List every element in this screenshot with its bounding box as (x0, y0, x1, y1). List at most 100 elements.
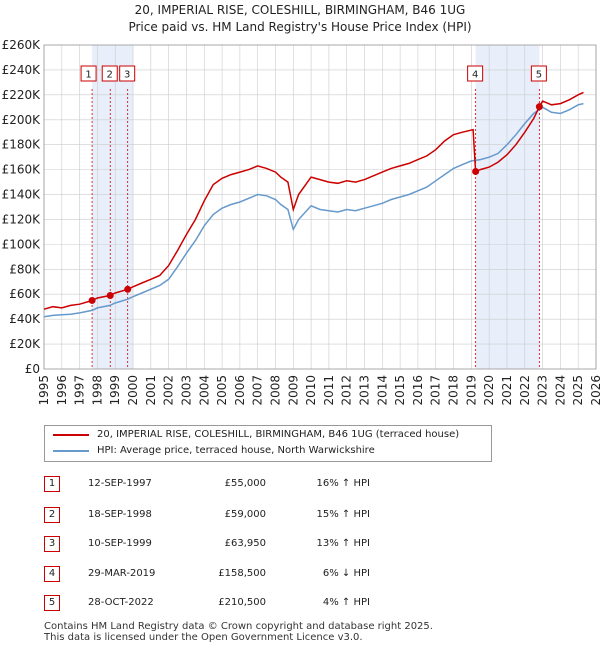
sale-date: 28-OCT-2022 (88, 597, 154, 608)
x-tick-label: 2010 (304, 375, 318, 406)
legend-swatch-red (53, 434, 89, 436)
x-tick-label: 2026 (589, 375, 600, 406)
x-tick-label: 2013 (358, 375, 372, 406)
x-tick-label: 2014 (375, 375, 389, 406)
sale-badge-4: 4 (467, 65, 484, 82)
sale-hpi-diff: 16% ↑ HPI (316, 478, 370, 489)
table-row: 2 18-SEP-1998 £59,000 15% ↑ HPI (0, 505, 600, 525)
sale-hpi-diff: 6% ↓ HPI (322, 568, 370, 579)
sale-badge-box (530, 65, 547, 82)
sale-number-badge: 5 (44, 595, 60, 611)
hpi-series-line (43, 102, 584, 318)
x-tick-label: 2003 (179, 375, 193, 406)
y-tick-label: £20K (9, 337, 41, 351)
sale-badge-box (80, 65, 97, 82)
sale-date: 18-SEP-1998 (88, 509, 152, 520)
y-tick-label: £0 (25, 362, 40, 376)
sale-badge-5: 5 (530, 65, 547, 82)
sale-price: £210,500 (218, 597, 266, 608)
x-tick-label: 2005 (215, 375, 229, 406)
sale-date: 29-MAR-2019 (88, 568, 156, 579)
y-tick-label: £100K (2, 237, 42, 251)
sale-badge-1: 1 (80, 65, 97, 82)
sale-price: £55,000 (224, 478, 266, 489)
sale-point-3 (124, 285, 132, 293)
x-tick-label: 2025 (571, 375, 585, 406)
sale-number-badge: 3 (44, 536, 60, 552)
sale-badge-3: 3 (119, 65, 136, 82)
x-tick-label: 2007 (251, 375, 265, 406)
x-tick-label: 2000 (126, 375, 140, 406)
y-tick-label: £200K (2, 113, 42, 127)
sale-price: £59,000 (224, 509, 266, 520)
x-tick-label: 1995 (37, 375, 51, 406)
sale-price: £158,500 (218, 568, 266, 579)
legend-label-property: 20, IMPERIAL RISE, COLESHILL, BIRMINGHAM… (97, 429, 460, 440)
y-tick-label: £260K (2, 38, 42, 52)
sale-badge-number: 5 (536, 70, 542, 81)
y-tick-label: £180K (2, 138, 42, 152)
sale-date: 10-SEP-1999 (88, 538, 152, 549)
legend-label-hpi: HPI: Average price, terraced house, Nort… (97, 445, 375, 456)
y-tick-label: £60K (9, 287, 41, 301)
x-tick-label: 2001 (144, 375, 158, 406)
footer-license: This data is licensed under the Open Gov… (44, 632, 363, 643)
x-tick-label: 2011 (322, 375, 336, 406)
sale-badge-box (467, 65, 484, 82)
footer: Contains HM Land Registry data © Crown c… (44, 621, 433, 643)
sale-badge-2: 2 (101, 65, 118, 82)
sale-point-4 (472, 167, 480, 175)
sale-hpi-diff: 15% ↑ HPI (316, 509, 370, 520)
x-tick-label: 2006 (233, 375, 247, 406)
x-tick-label: 2023 (536, 375, 550, 406)
chart-subtitle: Price paid vs. HM Land Registry's House … (128, 20, 472, 34)
property-series-line (43, 91, 584, 310)
x-tick-label: 2018 (447, 375, 461, 406)
x-tick-label: 2022 (518, 375, 532, 406)
sale-badge-number: 1 (85, 70, 91, 81)
y-tick-label: £120K (2, 212, 42, 226)
x-tick-label: 2016 (411, 375, 425, 406)
x-tick-label: 2017 (429, 375, 443, 406)
x-tick-label: 2024 (553, 375, 567, 406)
x-tick-label: 2020 (482, 375, 496, 406)
x-tick-label: 2012 (340, 375, 354, 406)
sale-price: £63,950 (224, 538, 266, 549)
legend: 20, IMPERIAL RISE, COLESHILL, BIRMINGHAM… (44, 425, 492, 462)
y-tick-label: £80K (9, 262, 41, 276)
sale-hpi-diff: 13% ↑ HPI (316, 538, 370, 549)
x-tick-label: 1996 (55, 375, 69, 406)
sale-hpi-diff: 4% ↑ HPI (322, 597, 370, 608)
price-chart: £0 £20K £40K £60K £80K £100K £120K £140K £160K £1… (2, 38, 600, 406)
table-row: 1 12-SEP-1997 £55,000 16% ↑ HPI (0, 474, 600, 494)
sale-number-badge: 2 (44, 507, 60, 523)
y-tick-label: £220K (2, 88, 42, 102)
sale-badge-box (101, 65, 118, 82)
table-row: 3 10-SEP-1999 £63,950 13% ↑ HPI (0, 534, 600, 554)
sale-number-badge: 4 (44, 566, 60, 582)
table-row: 5 28-OCT-2022 £210,500 4% ↑ HPI (0, 593, 600, 613)
legend-swatch-blue (53, 450, 89, 452)
x-tick-label: 2019 (464, 375, 478, 406)
sale-number-badge: 1 (44, 476, 60, 492)
sale-badge-number: 3 (124, 70, 130, 81)
sale-date: 12-SEP-1997 (88, 478, 152, 489)
chart-title-address: 20, IMPERIAL RISE, COLESHILL, BIRMINGHAM… (134, 3, 466, 17)
x-tick-label: 1999 (108, 375, 122, 406)
x-tick-label: 2008 (268, 375, 282, 406)
sale-badge-number: 2 (107, 70, 113, 81)
y-tick-label: £140K (2, 188, 42, 202)
x-tick-label: 2009 (286, 375, 300, 406)
x-tick-label: 2021 (500, 375, 514, 406)
plot-frame (43, 44, 597, 370)
x-tick-label: 2004 (197, 375, 211, 406)
x-tick-label: 1998 (90, 375, 104, 406)
y-tick-label: £160K (2, 163, 42, 177)
sale-point-1 (88, 296, 96, 304)
shaded-period-1 (92, 45, 134, 369)
footer-copyright: Contains HM Land Registry data © Crown c… (44, 621, 433, 632)
sale-badge-number: 4 (472, 70, 478, 81)
y-tick-label: £240K (2, 63, 42, 77)
y-tick-label: £40K (9, 312, 41, 326)
x-tick-label: 2002 (162, 375, 176, 406)
